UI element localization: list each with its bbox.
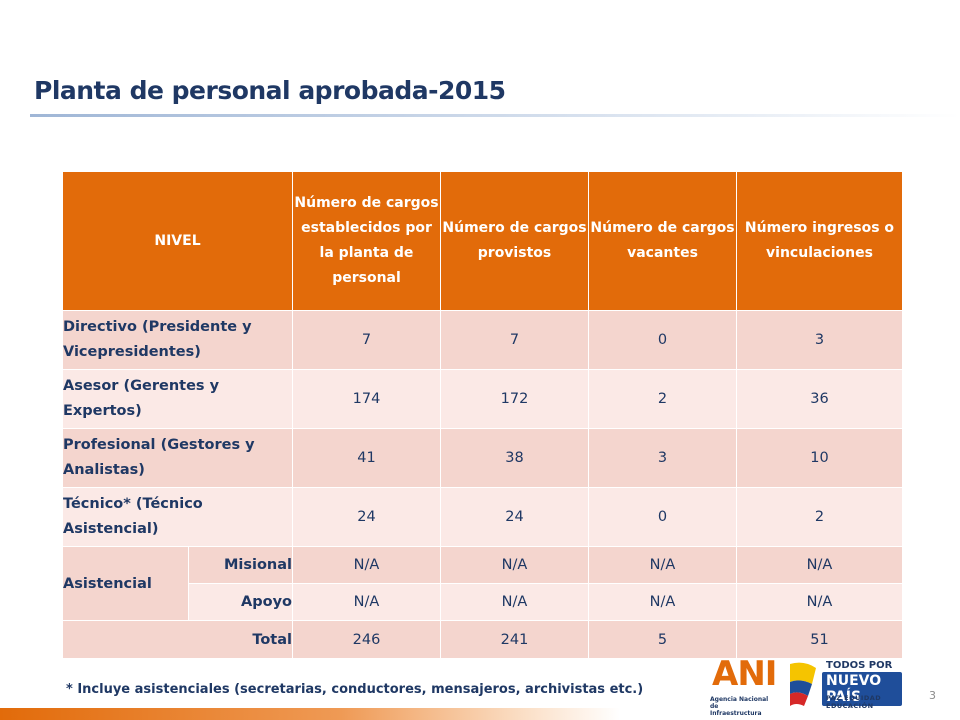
page-title: Planta de personal aprobada-2015	[34, 76, 506, 105]
page-number: 3	[929, 689, 936, 702]
row-level: Directivo (Presidente y Vicepresidentes)	[62, 310, 293, 370]
bottom-accent-bar	[0, 708, 620, 720]
cell-established: 41	[292, 428, 441, 488]
row-level: Asesor (Gerentes y Expertos)	[62, 369, 293, 429]
cell-admissions: 3	[736, 310, 903, 370]
government-logo: TODOS POR UN NUEVO PAÍS PAZ EQUIDAD EDUC…	[786, 656, 902, 714]
row-level: Profesional (Gestores y Analistas)	[62, 428, 293, 488]
cell-vacant: 2	[588, 369, 737, 429]
row-level: Técnico* (Técnico Asistencial)	[62, 487, 293, 547]
header-established: Número de cargos establecidos por la pla…	[292, 171, 441, 311]
header-admissions: Número ingresos o vinculaciones	[736, 171, 903, 311]
cell-vacant: N/A	[588, 546, 737, 584]
cell-established: 24	[292, 487, 441, 547]
ani-logo-subtitle: Agencia Nacional de Infraestructura	[710, 696, 769, 717]
staff-table: NIVEL Número de cargos establecidos por …	[62, 171, 903, 659]
table-row: Asesor (Gerentes y Expertos) 174 172 2 3…	[62, 369, 903, 429]
table-row: Asistencial Misional N/A N/A N/A N/A	[62, 546, 903, 621]
total-vacant: 5	[588, 620, 737, 659]
cell-provided: 172	[440, 369, 589, 429]
table-total-row: Total 246 241 5 51	[62, 620, 903, 659]
cell-provided: 24	[440, 487, 589, 547]
table-row: Técnico* (Técnico Asistencial) 24 24 0 2	[62, 487, 903, 547]
cell-admissions: N/A	[736, 583, 903, 621]
table-row: Profesional (Gestores y Analistas) 41 38…	[62, 428, 903, 488]
total-established: 246	[292, 620, 441, 659]
cell-provided: N/A	[440, 583, 589, 621]
subrow-label: Apoyo	[188, 583, 293, 621]
cell-provided: N/A	[440, 546, 589, 584]
colombia-flag-icon	[790, 662, 816, 706]
table-row: Directivo (Presidente y Vicepresidentes)…	[62, 310, 903, 370]
cell-established: 7	[292, 310, 441, 370]
footnote: * Incluye asistenciales (secretarias, co…	[66, 682, 644, 697]
cell-provided: 38	[440, 428, 589, 488]
row-level-asistencial: Asistencial	[62, 546, 189, 621]
table-row: Apoyo N/A N/A N/A N/A	[63, 583, 903, 621]
subrow-label: Misional	[188, 546, 293, 584]
cell-vacant: 3	[588, 428, 737, 488]
cell-admissions: 10	[736, 428, 903, 488]
total-provided: 241	[440, 620, 589, 659]
cell-provided: 7	[440, 310, 589, 370]
title-underline	[30, 114, 960, 117]
cell-established: N/A	[292, 583, 441, 621]
cell-admissions: 2	[736, 487, 903, 547]
gov-logo-line3: PAZ EQUIDAD EDUCACIÓN	[826, 694, 882, 710]
header-provided: Número de cargos provistos	[440, 171, 589, 311]
cell-established: 174	[292, 369, 441, 429]
cell-vacant: 0	[588, 487, 737, 547]
table-header-row: NIVEL Número de cargos establecidos por …	[62, 171, 903, 311]
cell-vacant: 0	[588, 310, 737, 370]
ani-logo: ANI Agencia Nacional de Infraestructura	[706, 654, 777, 717]
cell-admissions: 36	[736, 369, 903, 429]
header-nivel: NIVEL	[62, 171, 293, 311]
total-admissions: 51	[736, 620, 903, 659]
cell-admissions: N/A	[736, 546, 903, 584]
ani-logo-word: ANI	[712, 654, 777, 694]
cell-vacant: N/A	[588, 583, 737, 621]
header-vacant: Número de cargos vacantes	[588, 171, 737, 311]
cell-established: N/A	[292, 546, 441, 584]
gov-logo-line2: NUEVO PAÍS	[822, 672, 902, 706]
total-label: Total	[62, 620, 293, 659]
